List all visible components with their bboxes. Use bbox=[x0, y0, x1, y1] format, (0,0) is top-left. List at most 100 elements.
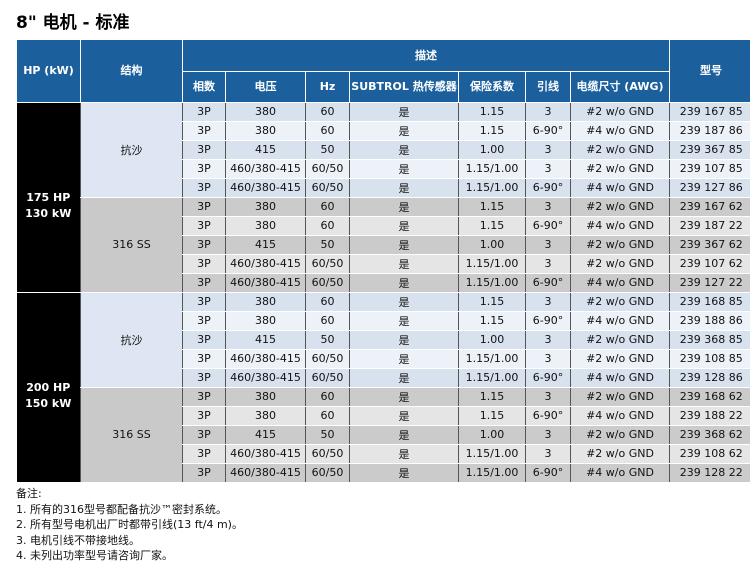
voltage-cell: 415 bbox=[225, 140, 306, 160]
leads-cell: 3 bbox=[525, 425, 571, 445]
model-cell: 239 188 86 bbox=[669, 311, 750, 331]
phase-cell: 3P bbox=[182, 292, 226, 312]
hz-cell: 60/50 bbox=[305, 349, 350, 369]
phase-cell: 3P bbox=[182, 273, 226, 293]
hz-cell: 50 bbox=[305, 330, 350, 350]
model-cell: 239 127 22 bbox=[669, 273, 750, 293]
table-row: 3P 460/380-415 60/50 是 1.15/1.00 6-90° #4 w/o … bbox=[17, 368, 750, 388]
leads-cell: 6-90° bbox=[525, 273, 571, 293]
leads-cell: 3 bbox=[525, 387, 571, 407]
cable-size-cell: #4 w/o GND bbox=[569, 216, 670, 236]
cable-size-cell: #2 w/o GND bbox=[569, 425, 670, 445]
phase-cell: 3P bbox=[182, 311, 226, 331]
table-row: 3P 460/380-415 60/50 是 1.15/1.00 3 #2 w/o GND 2… bbox=[17, 444, 750, 464]
hz-cell: 60/50 bbox=[305, 368, 350, 388]
subtrol-cell: 是 bbox=[349, 140, 459, 160]
cable-size-cell: #2 w/o GND bbox=[569, 235, 670, 255]
model-cell: 239 128 86 bbox=[669, 368, 750, 388]
subtrol-cell: 是 bbox=[349, 178, 459, 198]
hz-cell: 60 bbox=[305, 102, 350, 122]
table-row: 3P 415 50 是 1.00 3 #2 w/o GND 239 368 62 bbox=[17, 425, 750, 445]
service-factor-cell: 1.15 bbox=[458, 197, 526, 217]
phase-cell: 3P bbox=[182, 406, 226, 426]
model-cell: 239 108 85 bbox=[669, 349, 750, 369]
subtrol-cell: 是 bbox=[349, 406, 459, 426]
phase-cell: 3P bbox=[182, 121, 226, 141]
header-phase: 相数 bbox=[182, 71, 226, 103]
voltage-cell: 380 bbox=[225, 197, 306, 217]
leads-cell: 3 bbox=[525, 254, 571, 274]
service-factor-cell: 1.15/1.00 bbox=[458, 349, 526, 369]
leads-cell: 6-90° bbox=[525, 311, 571, 331]
header-voltage: 电压 bbox=[225, 71, 306, 103]
phase-cell: 3P bbox=[182, 254, 226, 274]
voltage-cell: 460/380-415 bbox=[225, 444, 306, 464]
table-row: 316 SS 3P 380 60 是 1.15 3 #2 w/o GND 239 168 62 bbox=[17, 387, 750, 483]
cable-size-cell: #4 w/o GND bbox=[569, 273, 670, 293]
subtrol-cell: 是 bbox=[349, 273, 459, 293]
cable-size-cell: #2 w/o GND bbox=[569, 254, 670, 274]
voltage-cell: 415 bbox=[225, 330, 306, 350]
leads-cell: 3 bbox=[525, 330, 571, 350]
voltage-cell: 415 bbox=[225, 235, 306, 255]
table-row: 3P 380 60 是 1.15 6-90° #4 w/o GND 239 188 86 bbox=[17, 311, 750, 331]
header-cable-size: 电缆尺寸 (AWG) bbox=[569, 71, 671, 103]
cable-size-cell: #4 w/o GND bbox=[569, 406, 670, 426]
leads-cell: 6-90° bbox=[525, 216, 571, 236]
subtrol-cell: 是 bbox=[349, 235, 459, 255]
hz-cell: 60 bbox=[305, 387, 350, 407]
model-cell: 239 187 22 bbox=[669, 216, 750, 236]
voltage-cell: 380 bbox=[225, 292, 306, 312]
phase-cell: 3P bbox=[182, 159, 226, 179]
hp-cell: 200 HP 150 kW bbox=[16, 292, 81, 483]
leads-cell: 3 bbox=[525, 292, 571, 312]
cable-size-cell: #2 w/o GND bbox=[569, 102, 670, 122]
model-cell: 239 188 22 bbox=[669, 406, 750, 426]
service-factor-cell: 1.15 bbox=[458, 387, 526, 407]
voltage-cell: 460/380-415 bbox=[225, 178, 306, 198]
cable-size-cell: #2 w/o GND bbox=[569, 349, 670, 369]
table-row: 3P 460/380-415 60/50 是 1.15/1.00 6-90° #4 w/o … bbox=[17, 273, 750, 293]
notes: 备注: 1. 所有的316型号都配备抗沙™密封系统。 2. 所有型号电机出厂时都带引… bbox=[16, 486, 243, 564]
hz-cell: 60/50 bbox=[305, 444, 350, 464]
construction-cell: 抗沙 bbox=[80, 102, 183, 198]
model-cell: 239 367 62 bbox=[669, 235, 750, 255]
voltage-cell: 415 bbox=[225, 425, 306, 445]
service-factor-cell: 1.00 bbox=[458, 235, 526, 255]
phase-cell: 3P bbox=[182, 444, 226, 464]
hz-cell: 60 bbox=[305, 311, 350, 331]
phase-cell: 3P bbox=[182, 235, 226, 255]
construction-cell: 抗沙 bbox=[80, 292, 183, 388]
notes-heading: 备注: bbox=[16, 487, 42, 500]
voltage-cell: 460/380-415 bbox=[225, 273, 306, 293]
voltage-cell: 380 bbox=[225, 387, 306, 407]
motor-spec-table: HP (kW) 结构 描述 型号 相数 电压 Hz SUBTROL 热传感器 保险系数引… bbox=[16, 40, 750, 483]
table-row: 3P 415 50 是 1.00 3 #2 w/o GND 239 367 85 bbox=[17, 140, 750, 160]
phase-cell: 3P bbox=[182, 463, 226, 483]
service-factor-cell: 1.15/1.00 bbox=[458, 178, 526, 198]
hp-value: 175 HP bbox=[26, 190, 71, 204]
hz-cell: 60 bbox=[305, 197, 350, 217]
table-row: 3P 460/380-415 60/50 是 1.15/1.00 6-90° #4 w/o … bbox=[17, 463, 750, 483]
hz-cell: 60/50 bbox=[305, 159, 350, 179]
phase-cell: 3P bbox=[182, 197, 226, 217]
phase-cell: 3P bbox=[182, 102, 226, 122]
subtrol-cell: 是 bbox=[349, 425, 459, 445]
model-cell: 239 107 62 bbox=[669, 254, 750, 274]
cable-size-cell: #2 w/o GND bbox=[569, 444, 670, 464]
service-factor-cell: 1.00 bbox=[458, 330, 526, 350]
cable-size-cell: #2 w/o GND bbox=[569, 197, 670, 217]
subtrol-cell: 是 bbox=[349, 121, 459, 141]
phase-cell: 3P bbox=[182, 425, 226, 445]
kw-value: 130 kW bbox=[25, 206, 72, 220]
phase-cell: 3P bbox=[182, 387, 226, 407]
cable-size-cell: #2 w/o GND bbox=[569, 292, 670, 312]
leads-cell: 6-90° bbox=[525, 406, 571, 426]
service-factor-cell: 1.15 bbox=[458, 216, 526, 236]
phase-cell: 3P bbox=[182, 178, 226, 198]
service-factor-cell: 1.15 bbox=[458, 121, 526, 141]
note-item: 3. 电机引线不带接地线。 bbox=[16, 533, 140, 547]
subtrol-cell: 是 bbox=[349, 368, 459, 388]
leads-cell: 3 bbox=[525, 349, 571, 369]
header-service-factor: 保险系数 bbox=[458, 71, 526, 103]
